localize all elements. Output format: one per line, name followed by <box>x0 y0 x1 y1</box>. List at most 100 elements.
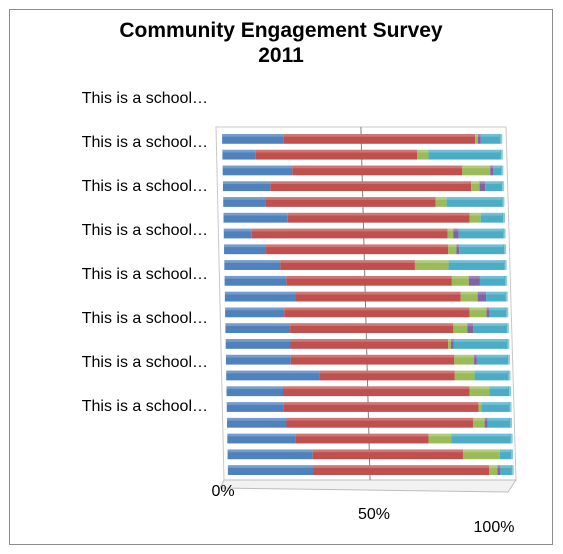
bar-segment-face <box>226 386 283 397</box>
bar-row-6-segment-3 <box>469 212 481 223</box>
bar-segment-highlight <box>454 370 475 374</box>
bar-row-1-segment-3 <box>475 134 479 144</box>
bar-segment-face <box>287 212 470 223</box>
bar-row-16-segment-2 <box>319 370 455 381</box>
bar-segment-highlight <box>290 323 454 327</box>
bar-segment-highlight <box>480 134 501 137</box>
bar-segment-face <box>458 228 504 239</box>
bar-segment-highlight <box>476 354 508 358</box>
bar-segment-highlight <box>448 244 457 248</box>
bar-row-12-segment-4 <box>486 307 490 318</box>
bar-row-3-segment-3 <box>462 165 491 176</box>
bar-segment-face <box>255 149 418 160</box>
bar-row-22-segment-3 <box>489 465 498 475</box>
bar-segment-face <box>428 149 501 160</box>
bar-segment-face <box>292 165 463 176</box>
bar-row-22-segment-1 <box>227 465 314 475</box>
bar-segment-face <box>448 339 452 349</box>
bar-row-17-end-cap <box>508 386 511 397</box>
bar-segment-face <box>456 244 460 255</box>
bar-segment-face <box>223 212 288 223</box>
bar-segment-highlight <box>497 465 501 468</box>
bar-row-21-end-cap <box>510 449 514 460</box>
bar-row-14-segment-5 <box>453 339 508 349</box>
bar-row-1-segment-2 <box>283 134 476 144</box>
bar-row-3-end-cap <box>500 165 504 176</box>
bar-segment-face <box>486 307 490 318</box>
bar-segment-highlight <box>295 291 461 295</box>
bar-segment-highlight <box>474 354 477 358</box>
bar-segment-highlight <box>451 275 469 279</box>
bar-row-13-segment-4 <box>467 323 474 334</box>
bar-segment-face <box>284 307 470 318</box>
bar-segment-face <box>313 465 490 475</box>
bar-segment-face <box>290 354 455 365</box>
bar-segment-face <box>481 402 510 412</box>
bar-segment-highlight <box>493 165 502 169</box>
bar-row-14-segment-1 <box>225 339 291 349</box>
bar-segment-face <box>222 165 293 176</box>
bar-segment-highlight <box>226 402 284 405</box>
bar-row-12-segment-3 <box>469 307 487 318</box>
bar-segment-highlight <box>485 181 502 185</box>
bar-segment-highlight <box>227 417 287 421</box>
bar-segment-face <box>474 354 477 365</box>
bar-row-1-segment-5 <box>480 134 501 144</box>
bar-segment-face <box>226 402 284 412</box>
category-label-4: This is a school… <box>82 222 208 239</box>
bar-segment-face <box>489 465 498 475</box>
bar-segment-highlight <box>224 291 296 295</box>
bar-row-19-segment-1 <box>227 417 287 428</box>
bar-segment-highlight <box>265 197 436 200</box>
chart-title-line-1: Community Engagement Survey <box>119 19 443 42</box>
bar-row-17-segment-5 <box>489 386 509 397</box>
bar-segment-highlight <box>414 260 449 263</box>
bar-row-6-end-cap <box>502 212 505 223</box>
bar-segment-face <box>435 197 447 207</box>
bar-segment-highlight <box>481 402 510 405</box>
bar-row-11-segment-2 <box>295 291 461 302</box>
bar-segment-face <box>469 386 490 397</box>
bar-segment-face <box>283 386 470 397</box>
bar-segment-highlight <box>290 339 449 342</box>
bar-segment-highlight <box>225 323 291 327</box>
bar-segment-face <box>499 449 512 460</box>
chart-area: Community Engagement Survey 2011 This is… <box>9 9 553 545</box>
bar-row-22-segment-2 <box>313 465 490 475</box>
bar-segment-highlight <box>270 181 472 185</box>
bar-row-19-end-cap <box>509 417 513 428</box>
bar-segment-highlight <box>478 134 481 137</box>
bar-segment-highlight <box>295 433 429 437</box>
bar-segment-highlight <box>290 354 455 358</box>
bar-segment-highlight <box>453 323 468 327</box>
bar-row-21-segment-3 <box>462 449 500 460</box>
bar-segment-highlight <box>227 465 314 468</box>
bar-row-18-end-cap <box>508 402 512 412</box>
bar-row-11-segment-4 <box>477 291 487 302</box>
chart-title: Community Engagement Survey 2011 <box>10 18 552 68</box>
bar-row-18-segment-5 <box>481 402 510 412</box>
chart-title-line-2: 2011 <box>258 44 304 67</box>
bar-row-21-segment-2 <box>312 449 463 460</box>
bar-row-3-segment-1 <box>222 165 293 176</box>
bar-row-3-segment-4 <box>490 165 494 176</box>
bar-row-16-segment-5 <box>474 370 509 381</box>
x-tick-label-3: 100% <box>474 519 515 536</box>
bar-segment-highlight <box>223 228 252 232</box>
bar-segment-highlight <box>489 386 509 390</box>
bar-segment-face <box>480 134 501 144</box>
bar-row-22-segment-4 <box>497 465 501 475</box>
bar-segment-highlight <box>312 449 463 453</box>
bar-segment-highlight <box>484 417 488 421</box>
bar-row-7-end-cap <box>502 228 506 239</box>
bar-segment-face <box>471 181 480 192</box>
bar-segment-highlight <box>489 465 498 468</box>
bar-segment-face <box>477 291 487 302</box>
bar-row-17-segment-2 <box>283 386 470 397</box>
bar-row-12-segment-1 <box>225 307 285 318</box>
bar-segment-highlight <box>283 386 470 390</box>
bar-segment-highlight <box>462 165 491 169</box>
bar-segment-highlight <box>224 244 267 248</box>
bar-segment-highlight <box>286 275 452 279</box>
bar-segment-face <box>290 323 454 334</box>
